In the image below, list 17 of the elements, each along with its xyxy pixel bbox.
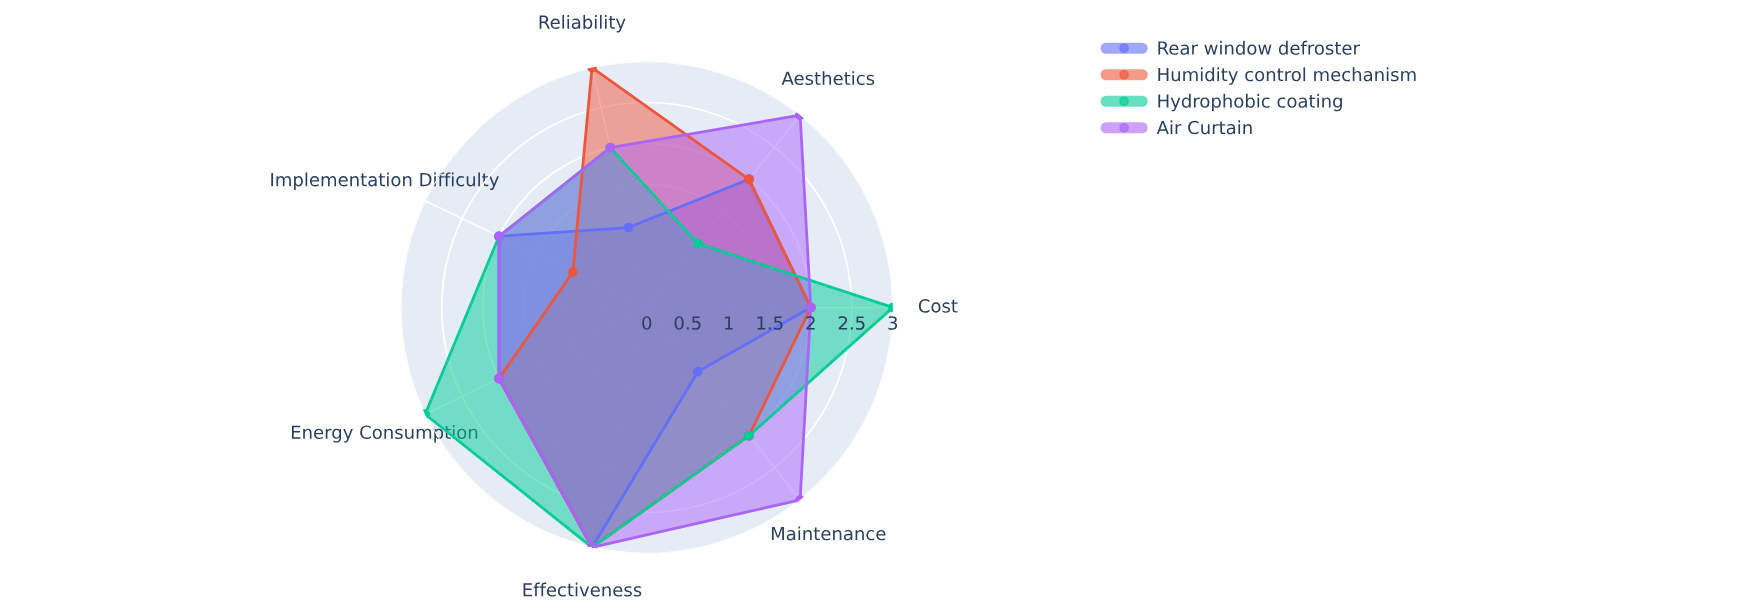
spoke-label: Effectiveness (523, 582, 642, 597)
y-tick-label: 2.5 (838, 316, 865, 330)
spoke-label: Cost (918, 299, 958, 313)
legend-label: Hydrophobic coating (1158, 93, 1342, 112)
y-tick-label: 1.5 (757, 316, 783, 330)
y-tick-label: 1 (725, 316, 733, 330)
y-tick-label: 2 (806, 316, 815, 330)
spoke-label: Maintenance (771, 526, 886, 541)
y-tick-label: 3 (888, 316, 898, 330)
spoke-label: Reliability (539, 14, 626, 33)
spoke-label: Aesthetics (781, 71, 875, 86)
y-tick-label: 0.5 (674, 316, 701, 330)
legend-label: Humidity control mechanism (1158, 67, 1416, 85)
spoke-label: Implementation Difficulty (271, 172, 499, 190)
legend-label: Air Curtain (1156, 120, 1252, 135)
y-tick-label: 0 (642, 316, 652, 330)
legend-label: Rear window defroster (1158, 40, 1360, 55)
